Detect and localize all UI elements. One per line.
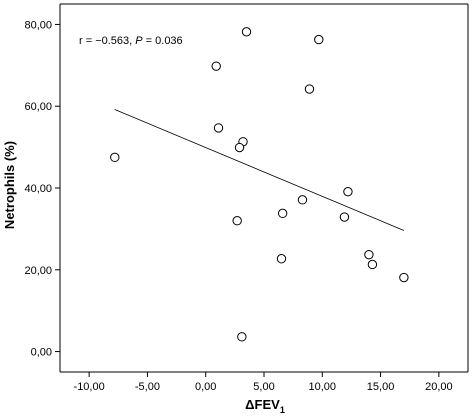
annotation-prefix: r = −0.563, [79,35,135,47]
data-point [213,123,224,133]
correlation-annotation: r = −0.563, P = 0.036 [79,35,183,47]
x-tick-label: 0,00 [195,381,216,393]
y-tick-label: 80,00 [24,19,52,31]
x-tick-label: 20,00 [425,381,453,393]
y-axis-ticks: 0,00 20,00 40,00 60,00 80,00 [24,19,60,359]
data-point [234,142,245,153]
annotation-suffix: = 0.036 [143,35,183,47]
y-tick-label: 40,00 [24,183,52,195]
data-point [343,186,353,197]
annotation-p-symbol: P [135,35,143,47]
y-tick-label: 0,00 [31,347,52,359]
y-axis-title: Netrophils (%) [2,141,17,229]
y-tick-label: 20,00 [24,265,52,277]
data-point [364,249,374,260]
data-point [399,272,409,283]
data-point [304,84,315,94]
data-points [110,27,409,342]
regression-line [114,109,405,231]
data-point [211,61,221,71]
data-point [367,259,378,270]
data-point [297,195,308,205]
data-point [339,212,350,222]
x-tick-label: 15,00 [367,381,395,393]
x-axis-title-main: ΔFEV [245,397,280,412]
data-point [277,208,288,219]
data-point [237,332,247,342]
data-point [110,152,120,163]
x-tick-label: 10,00 [309,381,337,393]
data-point [276,254,287,264]
data-point [314,34,324,45]
plot-area [59,3,469,373]
x-axis-ticks: -10,00 -5,00 0,00 5,00 10,00 15,00 20,00 [74,372,453,393]
x-tick-label: -10,00 [74,381,105,393]
x-axis-title-subscript: 1 [280,405,285,415]
x-axis-title: ΔFEV1 [245,397,285,415]
data-point [232,216,242,226]
x-tick-label: 5,00 [253,381,274,393]
y-tick-label: 60,00 [24,101,52,113]
data-point [241,27,252,37]
x-tick-label: -5,00 [135,381,160,393]
